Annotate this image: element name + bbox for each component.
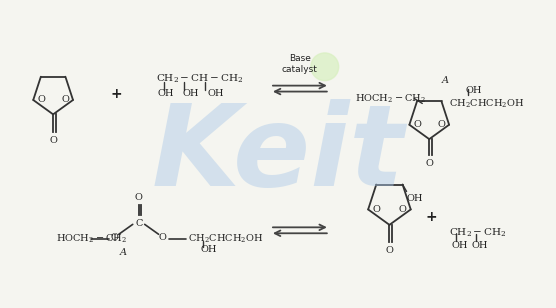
Text: OH: OH [182, 89, 199, 98]
Text: OH: OH [200, 245, 217, 253]
Text: $\mathregular{CH_2-CH-CH_2}$: $\mathregular{CH_2-CH-CH_2}$ [156, 72, 243, 85]
Text: O: O [425, 159, 433, 168]
Text: OH: OH [406, 194, 423, 203]
Text: $\mathregular{CH_2-CH_2}$: $\mathregular{CH_2-CH_2}$ [449, 226, 507, 238]
Text: $\mathregular{CH_2CHCH_2OH}$: $\mathregular{CH_2CHCH_2OH}$ [449, 97, 524, 110]
Text: O: O [372, 205, 380, 214]
Text: O: O [399, 205, 407, 214]
Text: Base
catalyst: Base catalyst [282, 54, 318, 74]
Text: OH: OH [451, 241, 468, 250]
Text: O: O [61, 95, 69, 104]
Text: $\mathregular{CH_2CHCH_2OH}$: $\mathregular{CH_2CHCH_2OH}$ [188, 233, 264, 245]
Text: A: A [441, 76, 449, 85]
Text: O: O [385, 246, 394, 255]
Circle shape [311, 53, 339, 81]
Text: OH: OH [465, 86, 481, 95]
Text: Keit: Keit [152, 99, 404, 209]
Text: A: A [120, 248, 126, 257]
Text: $\mathregular{HOCH_2-CH_2}$: $\mathregular{HOCH_2-CH_2}$ [56, 233, 127, 245]
Text: C: C [135, 219, 142, 229]
Text: O: O [135, 193, 143, 202]
Text: O: O [49, 136, 57, 145]
Text: +: + [110, 87, 122, 100]
Text: OH: OH [471, 241, 488, 250]
Text: O: O [158, 233, 166, 242]
Text: OH: OH [157, 89, 174, 98]
Text: O: O [37, 95, 45, 104]
Text: O: O [413, 120, 421, 129]
Text: OH: OH [207, 89, 224, 98]
Text: $\mathregular{HOCH_2-CH_2}$: $\mathregular{HOCH_2-CH_2}$ [355, 92, 425, 105]
Text: +: + [425, 210, 437, 225]
Text: O: O [111, 233, 119, 242]
Text: O: O [437, 120, 445, 129]
